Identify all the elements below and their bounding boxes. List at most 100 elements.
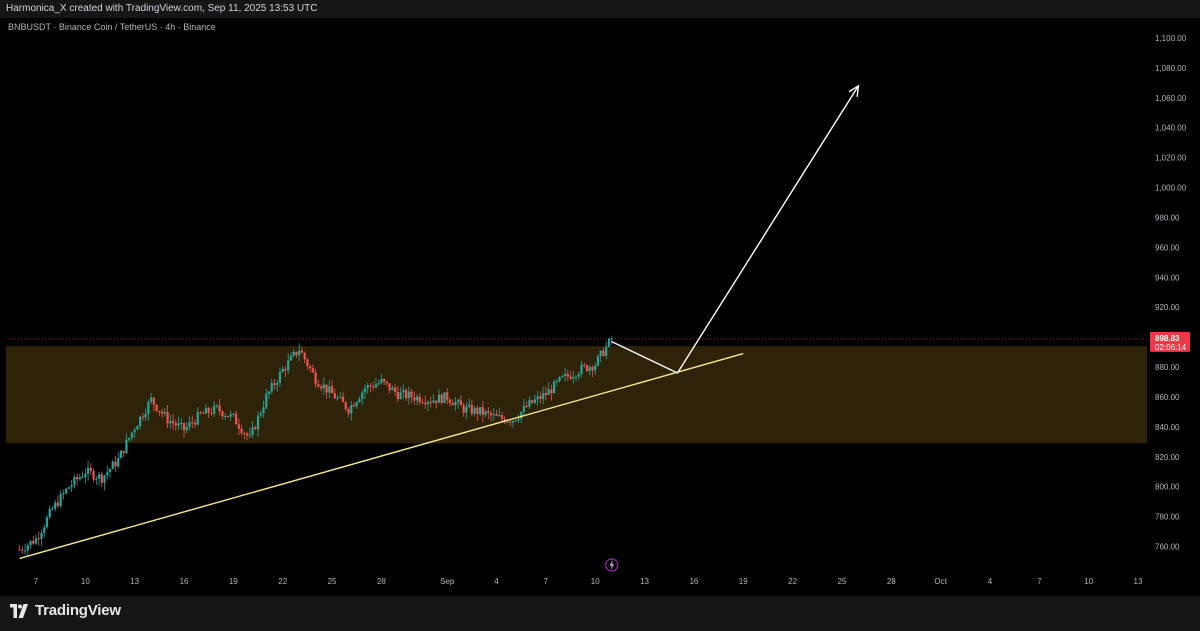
candle-body — [89, 467, 92, 472]
candle-body — [514, 420, 517, 422]
candle-body — [232, 413, 235, 415]
candle-body — [372, 386, 375, 388]
candle-body — [311, 368, 314, 373]
candle-body — [204, 408, 208, 414]
candle-body — [561, 375, 564, 378]
candle-body — [319, 386, 323, 389]
candle-body — [226, 416, 229, 418]
candle-body — [528, 400, 531, 407]
candle-body — [62, 493, 65, 495]
candle-body — [509, 421, 512, 423]
candle-body — [169, 421, 172, 424]
x-tick-label: 16 — [180, 577, 189, 586]
candle-body — [451, 402, 454, 406]
candle-body — [108, 469, 112, 473]
event-marker-ring — [605, 558, 619, 572]
x-tick-label: 22 — [278, 577, 287, 586]
candle-body — [413, 397, 416, 401]
candle-body — [352, 405, 356, 407]
candle-body — [298, 350, 301, 356]
candle-body — [481, 407, 484, 415]
candle-body — [32, 540, 35, 544]
candle-body — [355, 402, 358, 407]
candle-body — [574, 376, 578, 378]
x-tick-label: 7 — [544, 577, 549, 586]
candle-body — [243, 433, 246, 435]
candle-body — [594, 365, 597, 371]
candle-body — [81, 476, 84, 478]
current-price-label: 898.83 — [1155, 334, 1180, 343]
candle-body — [424, 402, 427, 405]
candle-body — [418, 396, 421, 403]
candle-body — [443, 392, 446, 403]
candle-body — [478, 407, 482, 415]
candle-body — [43, 527, 46, 534]
candle-body — [78, 477, 81, 480]
candle-body — [506, 421, 509, 423]
candle-body — [276, 382, 279, 386]
candle-body — [128, 437, 131, 440]
candle-body — [40, 533, 43, 539]
x-tick-label: 25 — [837, 577, 846, 586]
candle-body — [100, 474, 103, 483]
projection-arrowhead — [848, 84, 860, 97]
candle-body — [429, 402, 432, 404]
candle-body — [385, 381, 388, 384]
x-tick-label: 10 — [81, 577, 90, 586]
candle-body — [130, 432, 134, 438]
candle-body — [396, 391, 399, 400]
event-marker-bolt — [609, 559, 615, 571]
candle-body — [383, 379, 386, 382]
countdown-label: 02:06:14 — [1155, 343, 1187, 352]
candle-body — [599, 350, 602, 356]
candle-body — [221, 411, 224, 417]
candle-body — [117, 458, 120, 467]
candle-body — [281, 368, 284, 372]
candle-body — [563, 373, 567, 376]
candle-body — [289, 355, 293, 361]
candle-body — [391, 387, 394, 391]
candle-body — [410, 391, 413, 398]
x-tick-label: 4 — [988, 577, 993, 586]
candle-body — [262, 407, 265, 414]
y-tick-label: 820.00 — [1155, 453, 1180, 462]
candle-body — [522, 405, 526, 412]
chart-svg[interactable]: 1,100.00 1,080.00 1,060.00 1,040.00 1,020.00… — [0, 18, 1200, 596]
candle-body — [180, 422, 183, 424]
candle-body — [544, 393, 547, 396]
x-tick-label: 7 — [34, 577, 39, 586]
candle-body — [454, 402, 457, 406]
candle-body — [199, 412, 202, 414]
x-tick-label: 13 — [1134, 577, 1143, 586]
candle-body — [388, 383, 391, 391]
candle-body — [147, 401, 150, 415]
candle-body — [596, 355, 600, 366]
candle-body — [588, 367, 591, 371]
candle-body — [577, 374, 580, 377]
candle-body — [18, 549, 21, 551]
candle-body — [114, 461, 117, 467]
candle-body — [347, 409, 350, 414]
candle-body — [265, 393, 268, 408]
candle-body — [144, 414, 147, 418]
x-tick-label: 16 — [689, 577, 698, 586]
candle-body — [237, 424, 240, 429]
candle-body — [531, 400, 534, 403]
candle-body — [150, 397, 153, 402]
chart-frame[interactable]: 1,100.00 1,080.00 1,060.00 1,040.00 1,020.00… — [0, 18, 1200, 596]
y-tick-label: 920.00 — [1155, 303, 1180, 312]
lightning-event-icon[interactable] — [605, 558, 619, 572]
candle-body — [448, 399, 452, 403]
candle-body — [155, 404, 158, 411]
candle-body — [213, 405, 216, 414]
top-bar: Harmonica_X created with TradingView.com… — [0, 0, 1200, 19]
tradingview-logo[interactable]: TradingView — [8, 602, 121, 619]
candle-body — [605, 346, 608, 356]
candle-body — [328, 386, 331, 393]
candle-body — [119, 450, 123, 459]
candle-body — [273, 383, 276, 386]
candle-body — [404, 390, 408, 399]
candle-body — [210, 413, 213, 415]
candle-body — [45, 517, 49, 528]
candle-body — [309, 366, 312, 369]
